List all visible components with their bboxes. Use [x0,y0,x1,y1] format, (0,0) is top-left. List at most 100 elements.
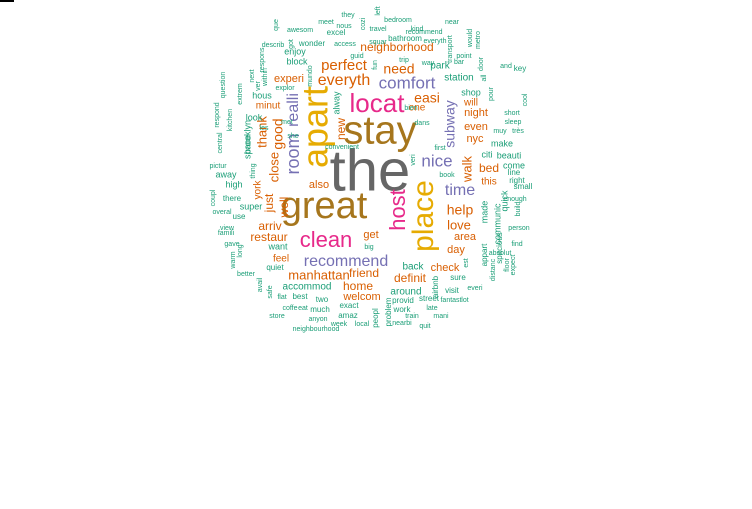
cloud-word: big [364,244,373,251]
cloud-word: citi [482,149,493,159]
cloud-word: squar [369,39,387,46]
cloud-word: enough [503,196,526,203]
cloud-word: store [269,313,285,320]
cloud-word: hous [252,90,272,100]
cloud-word: peopl [371,308,380,328]
cloud-word: everyth [318,72,370,89]
cloud-word: appart [480,243,489,266]
cloud-word: walk [459,156,474,184]
cloud-word: experi [274,73,304,85]
cloud-word: excel [327,28,346,37]
cloud-word: cozi [360,17,367,30]
cloud-word: come [503,160,525,170]
cloud-word: describ [262,42,285,49]
cloud-word: warm [230,251,237,269]
cloud-word: small [514,182,533,191]
cloud-word: les [260,125,269,132]
cloud-word: apart [295,86,336,168]
cloud-word: problem [384,297,393,326]
cloud-word: home [343,279,373,293]
cloud-word: dans [414,120,430,127]
cloud-word: need [383,61,414,77]
cloud-word: thing [250,163,257,178]
cloud-word: nice [421,151,452,170]
cloud-word: get [363,229,378,241]
cloud-word: love [447,217,471,232]
cloud-word: restaur [250,230,287,244]
cloud-word: person [508,225,530,232]
cloud-word: help [447,202,474,218]
cloud-word: york [253,180,264,200]
cloud-word: nous [336,23,352,30]
cloud-word: respons [259,47,266,72]
cloud-word: mundo [307,65,314,87]
cloud-word: beauti [497,150,522,160]
cloud-word: view [220,225,235,232]
cloud-word: this [481,177,497,188]
cloud-word: host [385,189,410,231]
cloud-word: floor [504,258,511,272]
cloud-word: comfort [379,73,436,92]
cloud-word: book [439,172,455,179]
cloud-word: muy [493,128,507,135]
cloud-word: good [270,118,286,149]
cloud-word: veri [410,154,417,166]
cloud-word: distanc [490,258,497,281]
cloud-word: much [310,305,330,314]
cloud-word: minut [256,101,281,112]
cloud-word: guid [350,53,363,60]
cloud-word: cool [522,93,529,106]
cloud-word: alway [331,91,341,115]
cloud-word: will [463,98,478,109]
cloud-word: well [277,197,291,219]
cloud-word: one [409,103,426,114]
cloud-word: transport [447,35,454,63]
cloud-word: eat [298,305,308,312]
cloud-word: station [444,73,473,84]
cloud-word: would [467,29,474,48]
cloud-word: high [225,179,242,189]
cloud-word: kind [411,26,424,33]
cloud-word: nyc [466,133,484,145]
cloud-word: want [267,241,288,251]
cloud-word: train [405,313,419,320]
cloud-word: clean [300,227,353,252]
cloud-word: next [249,69,256,82]
cloud-word: neighbourhood [293,326,340,333]
cloud-word: night [464,107,488,119]
cloud-word: they [341,12,355,19]
cloud-word: all [481,74,488,81]
cloud-word: also [309,179,329,191]
cloud-word: bed [479,161,499,175]
cloud-word: bien [404,105,417,112]
cloud-word: line [508,168,521,177]
cloud-word: key [514,64,526,73]
cloud-word: overal [212,209,232,216]
cloud-word: accommod [283,282,332,293]
cloud-word: everi [467,285,483,292]
cloud-word: sure [450,273,466,282]
cloud-word: and [500,63,512,70]
cloud-word: build [515,202,522,217]
cloud-word: she [287,133,298,140]
cloud-word: quick [499,190,509,212]
cloud-word: quiet [266,263,284,272]
cloud-word: new [334,118,348,140]
cloud-word: trip [399,57,409,64]
cloud-word: best [292,292,308,301]
cloud-word: close [266,152,281,182]
cloud-word: near [445,19,460,26]
cloud-word: absolut [489,250,512,257]
cloud-word: kitchen [227,109,234,131]
cloud-word: work [393,305,412,314]
cloud-word: enjoy [284,46,306,56]
cloud-word: first [434,145,445,152]
cloud-word: coupl [210,189,217,206]
cloud-word: question [220,72,227,99]
cloud-word: airbnb [431,275,440,298]
cloud-word: right [509,176,525,185]
cloud-word: recommend [406,29,443,36]
cloud-word: got [288,39,295,49]
cloud-word: brooklyn [242,120,252,154]
